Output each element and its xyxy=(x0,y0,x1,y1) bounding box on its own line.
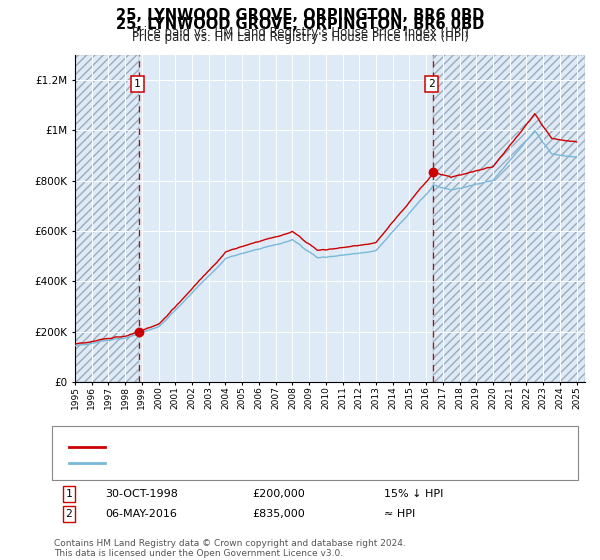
Text: 25, LYNWOOD GROVE, ORPINGTON, BR6 0BD: 25, LYNWOOD GROVE, ORPINGTON, BR6 0BD xyxy=(116,8,484,23)
Text: 2: 2 xyxy=(65,509,73,519)
Text: 15% ↓ HPI: 15% ↓ HPI xyxy=(384,489,443,499)
Text: 30-OCT-1998: 30-OCT-1998 xyxy=(105,489,178,499)
Text: HPI: Average price, detached house, Bromley: HPI: Average price, detached house, Brom… xyxy=(114,458,350,468)
Text: 25, LYNWOOD GROVE, ORPINGTON, BR6 0BD: 25, LYNWOOD GROVE, ORPINGTON, BR6 0BD xyxy=(116,17,484,32)
Text: ≈ HPI: ≈ HPI xyxy=(384,509,415,519)
Text: 1: 1 xyxy=(134,79,141,89)
Text: 06-MAY-2016: 06-MAY-2016 xyxy=(105,509,177,519)
Text: 1: 1 xyxy=(65,489,73,499)
Text: Price paid vs. HM Land Registry's House Price Index (HPI): Price paid vs. HM Land Registry's House … xyxy=(131,31,469,44)
Text: Contains HM Land Registry data © Crown copyright and database right 2024.
This d: Contains HM Land Registry data © Crown c… xyxy=(54,539,406,558)
Text: 2: 2 xyxy=(428,79,435,89)
Text: £835,000: £835,000 xyxy=(252,509,305,519)
Text: Price paid vs. HM Land Registry's House Price Index (HPI): Price paid vs. HM Land Registry's House … xyxy=(131,26,469,39)
Text: 25, LYNWOOD GROVE, ORPINGTON, BR6 0BD (detached house): 25, LYNWOOD GROVE, ORPINGTON, BR6 0BD (d… xyxy=(114,442,443,452)
Text: £200,000: £200,000 xyxy=(252,489,305,499)
